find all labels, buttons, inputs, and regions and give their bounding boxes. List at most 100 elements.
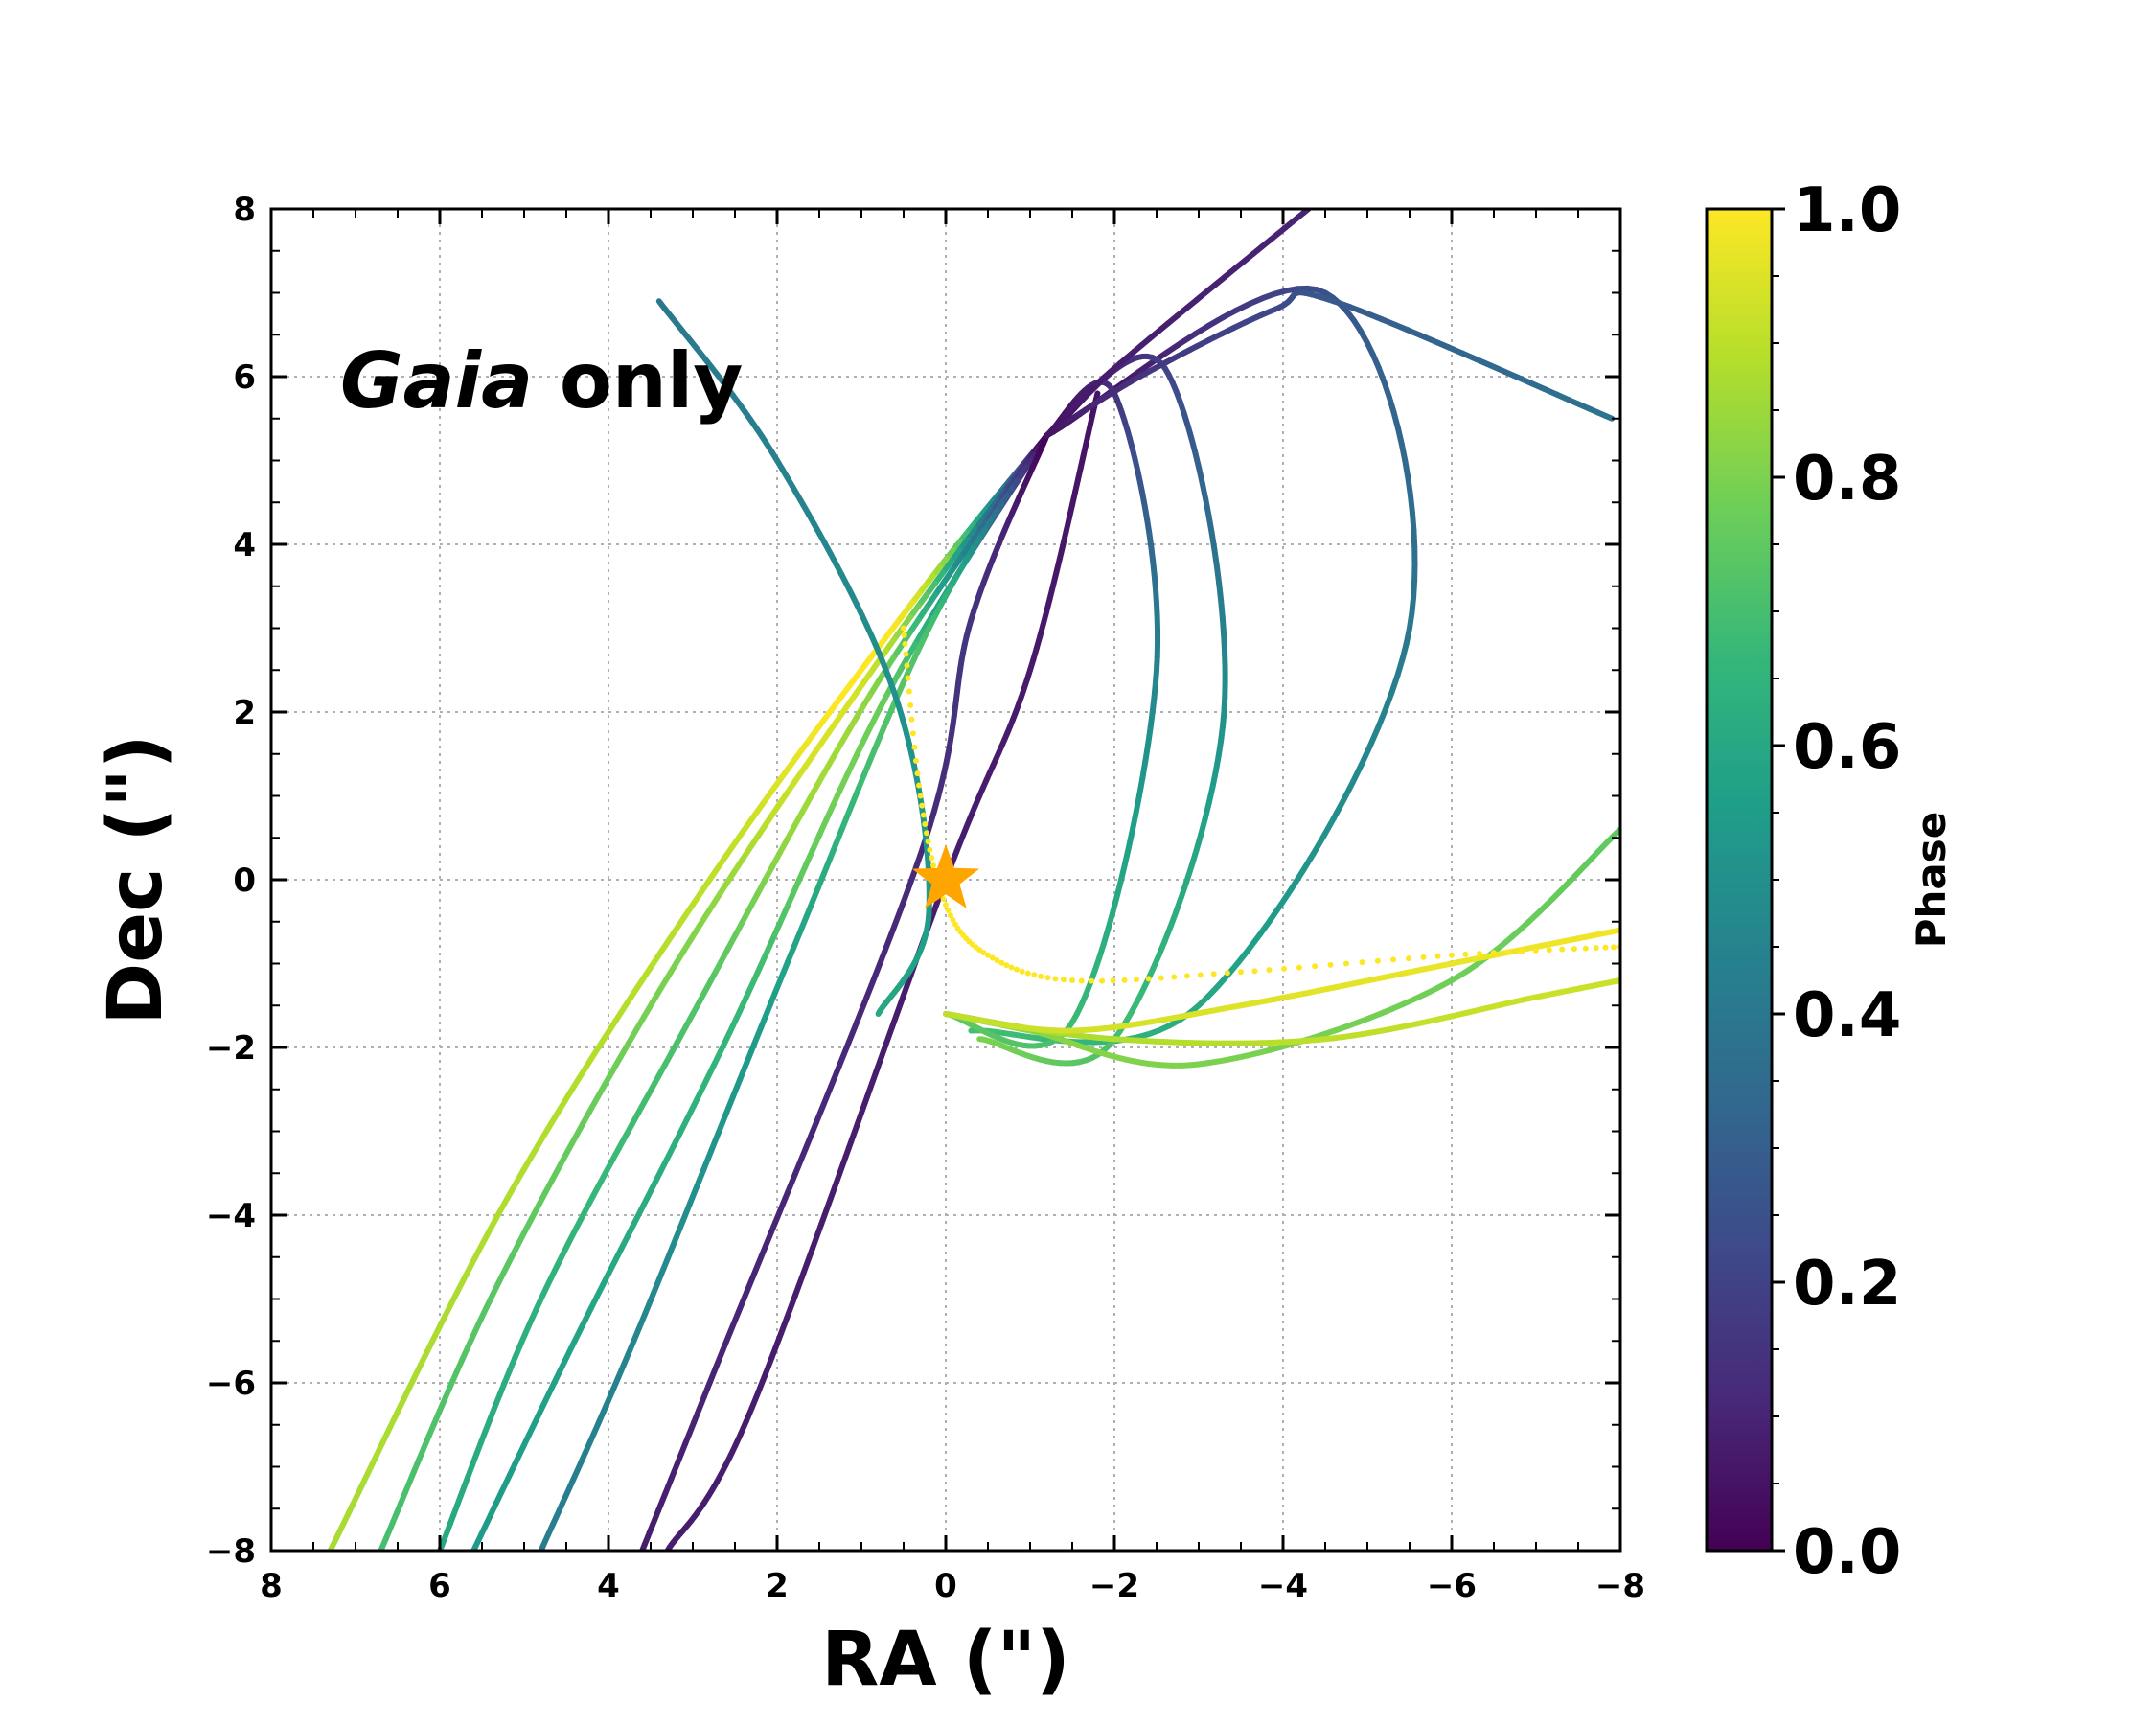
orbit-segment (1246, 932, 1263, 953)
orbit-track (943, 379, 1161, 1049)
phase-dot (1405, 955, 1411, 962)
phase-dot (943, 902, 949, 908)
orbit-segment (1349, 761, 1365, 786)
phase-dot (1602, 944, 1609, 951)
orbit-segment (1382, 689, 1395, 713)
orbit-segment (673, 1217, 686, 1241)
phase-dot (1296, 964, 1302, 971)
phase-dot (1024, 970, 1031, 977)
orbit-segment (694, 1165, 707, 1189)
grid (271, 209, 1620, 1551)
phase-dot (940, 896, 947, 903)
orbit-segment (792, 1145, 809, 1177)
phase-dot (1462, 951, 1469, 957)
orbit-segment (855, 1093, 870, 1126)
orbit-segment (1133, 792, 1143, 816)
phase-dot (1559, 946, 1566, 953)
orbit-segment (708, 1130, 722, 1154)
orbit-segment (700, 1147, 715, 1172)
phase-dot (1610, 944, 1617, 951)
phase-dot (1099, 978, 1106, 984)
orbit-segment (387, 1408, 401, 1431)
orbit-segment (479, 1225, 494, 1247)
phase-dot (914, 770, 921, 777)
orbit-segment (834, 1044, 850, 1075)
orbit-segment (402, 1374, 418, 1398)
orbit-segment (845, 1119, 861, 1151)
phase-dot (911, 744, 918, 750)
orbit-segment (437, 1306, 452, 1330)
colorbar-ticks: 0.0 0.2 0.4 0.6 0.8 1.0 (1772, 175, 1901, 1588)
orbit-track (1044, 209, 1312, 439)
orbit-segment (420, 1340, 435, 1364)
orbit-segment (446, 1289, 461, 1313)
phase-dot (906, 688, 912, 695)
orbit-track (538, 432, 1050, 1551)
orbit-segment (1216, 580, 1225, 604)
phase-dot (916, 782, 923, 789)
orbit-segment (713, 1347, 726, 1370)
orbit-segment (772, 1195, 789, 1226)
orbit-segment (818, 1196, 834, 1228)
orbit-segment (837, 1145, 852, 1177)
orbit-segment (727, 1309, 742, 1336)
orbit-segment (898, 886, 911, 912)
orbit-segment (854, 995, 870, 1025)
orbit-segment (720, 1329, 734, 1354)
orbit-segment (771, 975, 785, 997)
phase-dot (1014, 966, 1021, 973)
orbit-segment (802, 1119, 819, 1152)
orbit-segment (827, 1170, 843, 1203)
orbit-segment (1278, 885, 1296, 908)
orbit-segment (1136, 775, 1146, 798)
orbit-segment (776, 1314, 791, 1342)
phase-dot (1281, 965, 1288, 972)
phase-dot (1019, 968, 1025, 975)
orbit-segment (1388, 673, 1401, 696)
phase-dot (920, 812, 927, 818)
orbit-segment (1366, 724, 1382, 749)
orbit-segment (1320, 815, 1337, 840)
colorbar-tick-label: 0.2 (1793, 1249, 1901, 1320)
axis-ticks (269, 207, 1622, 1552)
orbit-segment (1409, 510, 1417, 534)
phase-dot (912, 757, 919, 764)
phase-dot (1224, 970, 1230, 977)
orbit-segment (791, 1269, 807, 1299)
phase-dots (901, 625, 1620, 984)
orbit-segment (765, 990, 778, 1014)
orbit-track (378, 432, 1050, 1551)
orbit-segment (735, 1288, 750, 1316)
y-axis-title: Dec (") (93, 735, 179, 1025)
orbit-segment (379, 1424, 394, 1446)
phase-dot (1003, 962, 1010, 969)
phase-dot (1390, 956, 1397, 963)
orbit-segment (800, 1246, 815, 1276)
phase-dot (1532, 947, 1539, 954)
orbit-segment (863, 971, 879, 1001)
colorbar-title: Phase (1908, 812, 1955, 949)
orbit-segment (744, 1266, 759, 1295)
orbit-segment (872, 949, 888, 978)
phase-dot (929, 862, 936, 868)
orbit-segment (1310, 833, 1327, 858)
orbit-track (943, 927, 1620, 1034)
phase-dot (998, 959, 1005, 966)
orbit-segment (762, 1219, 779, 1250)
orbit-segment (1407, 493, 1415, 517)
phase-dot (947, 912, 953, 919)
orbit-segment (1330, 797, 1347, 821)
y-tick-label: 0 (233, 862, 256, 900)
orbit-segment (1126, 826, 1135, 850)
x-tick-label: −4 (1258, 1567, 1308, 1605)
phase-dot (923, 830, 929, 837)
orbit-segment (809, 1221, 825, 1252)
y-tick-label: 8 (233, 191, 256, 229)
colorbar-tick-label: 0.6 (1793, 712, 1901, 783)
orbit-segment (1267, 901, 1285, 923)
phase-dot (919, 802, 926, 809)
orbit-segment (1256, 916, 1273, 938)
phase-dot (909, 730, 916, 737)
